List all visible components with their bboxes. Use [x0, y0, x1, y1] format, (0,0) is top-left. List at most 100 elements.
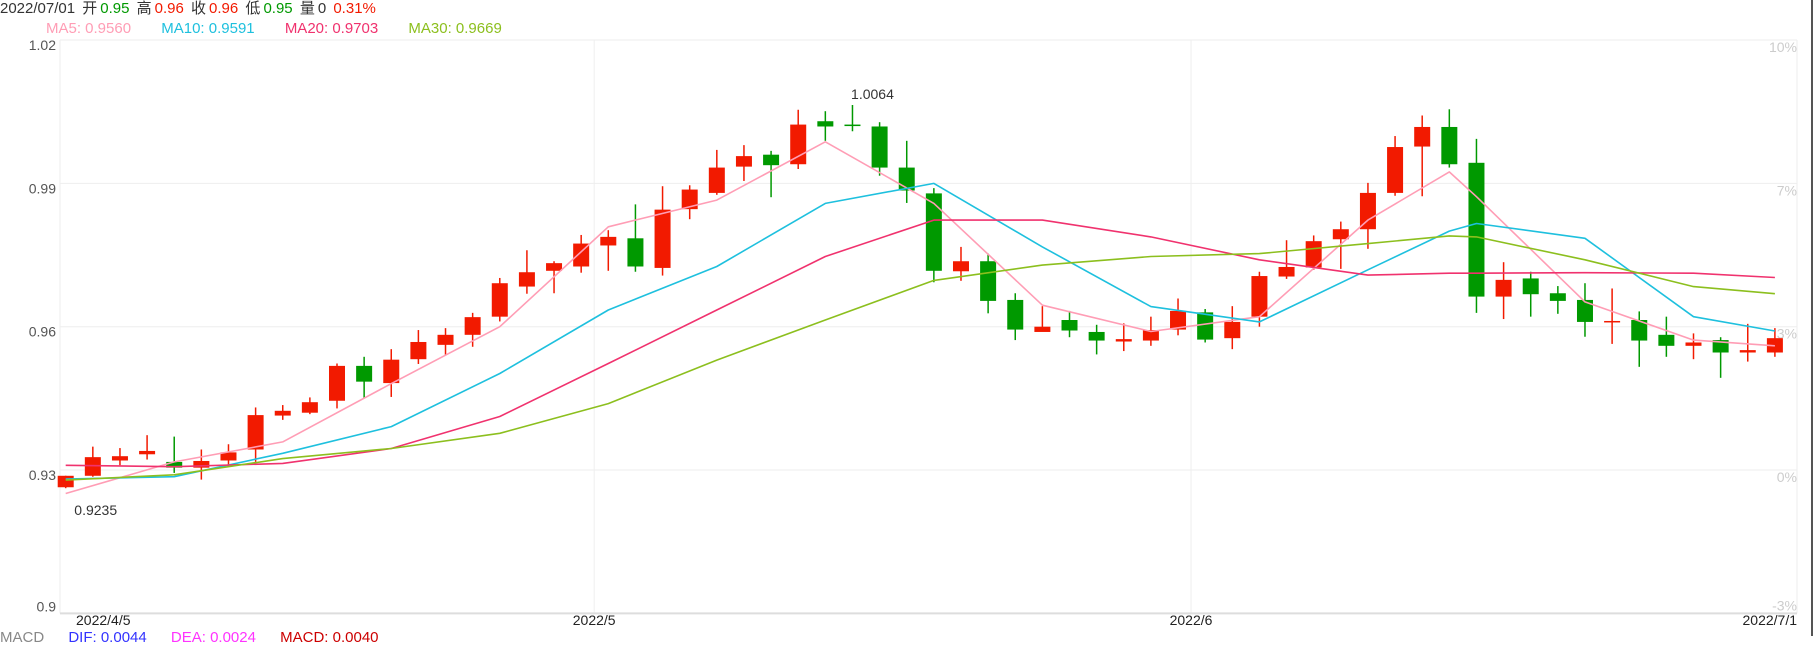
candle-down [1631, 320, 1648, 341]
legend-ma5[interactable]: MA5: 0.9560 [46, 20, 132, 37]
candle-down [356, 365, 373, 382]
candle-down [1576, 299, 1593, 322]
candle-down [898, 167, 915, 191]
candle-down [166, 461, 183, 468]
candle-up [383, 359, 400, 384]
high-value: 0.96 [154, 0, 184, 17]
candle-down [817, 121, 834, 127]
candle-up [1739, 350, 1756, 353]
candle-up [654, 209, 671, 268]
close-label: 收 [191, 0, 207, 17]
ma5-line [65, 141, 1775, 495]
candle-up [220, 452, 237, 461]
candle-up [464, 317, 481, 335]
candle-up [546, 263, 563, 271]
candle-up [1685, 342, 1702, 346]
x-tick-label: 2022/4/5 [76, 612, 131, 628]
y-tick-label: 0.96 [29, 324, 56, 340]
candle-up [735, 156, 752, 167]
candle-down [1197, 312, 1214, 340]
candle-up [57, 475, 74, 488]
candle-up [1115, 339, 1132, 342]
header-date: 2022/07/01 [0, 0, 76, 17]
candle-down [627, 238, 644, 267]
close-value: 0.96 [209, 0, 239, 17]
candle-down [1007, 299, 1024, 330]
low-label: 低 [245, 0, 261, 17]
candle-up [681, 189, 698, 210]
candle-up [274, 410, 291, 416]
candle-up [84, 457, 101, 476]
volume-value: 0 [317, 0, 327, 17]
candle-up [1387, 147, 1404, 193]
macd-dea: DEA: 0.0024 [170, 629, 256, 646]
candle-up [301, 402, 318, 413]
candle-up [1034, 326, 1051, 332]
candle-down [1061, 320, 1078, 331]
y2-tick-label: -3% [1772, 597, 1797, 613]
high-label: 高 [136, 0, 152, 17]
open-label: 开 [82, 0, 98, 17]
candle-up [1332, 229, 1349, 240]
macd-title: MACD [0, 629, 45, 646]
candle-up [410, 341, 427, 360]
change-percent: 0.31% [333, 0, 376, 17]
candle-up [708, 167, 725, 193]
open-value: 0.95 [100, 0, 130, 17]
right-border [1811, 0, 1813, 636]
ma10-line [65, 182, 1776, 480]
legend-ma20[interactable]: MA20: 0.9703 [284, 20, 379, 37]
candle-up [193, 460, 210, 468]
ma20-line [65, 219, 1775, 468]
y-tick-label: 1.02 [29, 37, 56, 53]
candle-down [1658, 334, 1675, 346]
macd-legend: MACD DIF: 0.0044 DEA: 0.0024 MACD: 0.004… [0, 630, 399, 645]
max-price-label: 1.0064 [851, 86, 894, 102]
y2-tick-label: 0% [1777, 469, 1797, 485]
candle-up [518, 272, 535, 287]
candle-down [763, 154, 780, 166]
candle-up [139, 450, 156, 455]
low-value: 0.95 [263, 0, 293, 17]
candle-up [247, 415, 264, 450]
y-tick-label: 0.9 [37, 598, 57, 614]
candle-up [600, 236, 617, 246]
y2-tick-label: 7% [1777, 182, 1797, 198]
candle-up [1604, 320, 1621, 323]
candle-down [1441, 126, 1458, 165]
y2-tick-label: 3% [1777, 326, 1797, 342]
candle-up [1224, 321, 1241, 339]
ma30-line [65, 235, 1775, 481]
y-tick-label: 0.99 [29, 180, 56, 196]
candle-up [491, 283, 508, 317]
candle-up [1251, 276, 1268, 317]
candle-down [1712, 340, 1729, 353]
candle-up [437, 334, 454, 345]
candle-down [980, 261, 997, 301]
candle-down [1549, 293, 1566, 301]
candle-down [1522, 278, 1539, 295]
candle-up [573, 243, 590, 267]
candle-down [844, 124, 861, 127]
candle-up [329, 365, 345, 401]
y2-tick-label: 10% [1769, 39, 1797, 55]
volume-label: 量 [299, 0, 315, 17]
candle-down [1088, 331, 1105, 341]
candle-up [952, 261, 969, 272]
legend-ma10[interactable]: MA10: 0.9591 [161, 20, 255, 37]
x-tick-label: 2022/6 [1170, 612, 1213, 628]
candle-up [1495, 279, 1512, 297]
candle-up [1359, 192, 1376, 230]
candle-down [925, 193, 942, 271]
x-tick-label: 2022/7/1 [1743, 612, 1798, 628]
candle-up [1278, 266, 1295, 277]
ma-legend: MA5: 0.9560 MA10: 0.9591 MA20: 0.9703 MA… [46, 20, 528, 37]
candle-up [1414, 126, 1431, 147]
candle-up [1142, 330, 1159, 341]
legend-ma30[interactable]: MA30: 0.9669 [408, 20, 502, 37]
candle-down [871, 126, 888, 168]
macd-value: MACD: 0.0040 [280, 629, 379, 646]
x-tick-label: 2022/5 [573, 612, 616, 628]
